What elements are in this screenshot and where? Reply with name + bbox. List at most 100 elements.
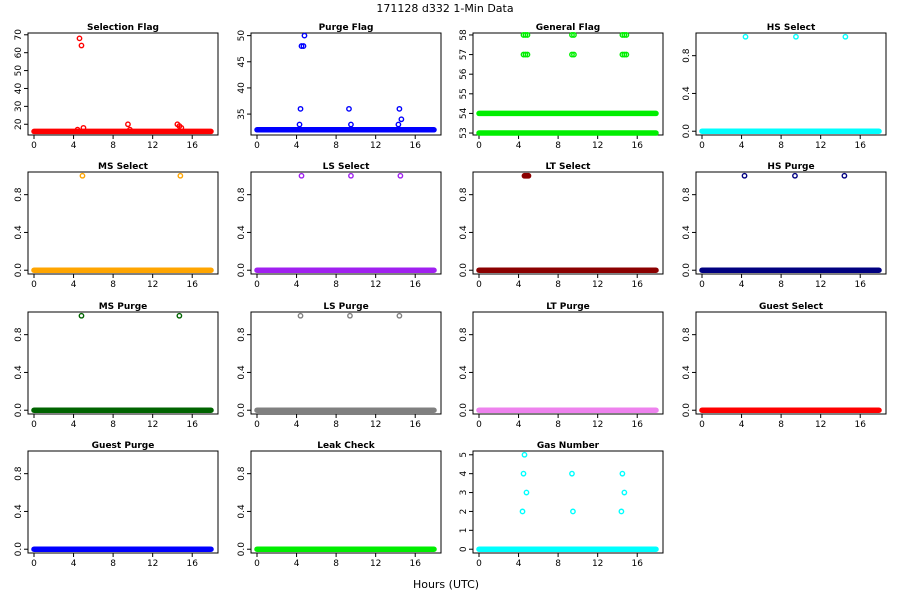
panel-title: Leak Check (317, 441, 375, 451)
panel-title: HS Select (767, 23, 816, 33)
panel-title: MS Purge (99, 302, 148, 312)
panel-title: Purge Flag (319, 23, 374, 33)
data-point (300, 43, 307, 49)
data-point (621, 51, 628, 58)
data-point (621, 489, 628, 496)
y-tick-label: 0.0 (237, 403, 247, 418)
y-tick-label: 0.8 (682, 187, 692, 202)
x-tick-label: 8 (555, 559, 561, 569)
panel-ls-select: LS Select 0 4 8 12 16 0.0 0.4 0.8 (237, 162, 442, 290)
x-tick-label: 4 (71, 559, 77, 569)
x-tick-label: 0 (254, 559, 260, 569)
data-point (296, 121, 303, 128)
data-point (74, 126, 81, 133)
data-point (398, 116, 405, 123)
y-tick-label: 0.0 (14, 542, 24, 557)
data-point (297, 105, 304, 112)
x-tick-label: 16 (409, 420, 421, 430)
x-tick-label: 16 (631, 420, 643, 430)
plot-frame (472, 171, 664, 275)
x-tick-label: 8 (778, 141, 784, 151)
x-tick-label: 0 (31, 280, 37, 290)
y-tick-label: 0.4 (459, 225, 469, 240)
y-tick-label: 0.0 (682, 263, 692, 278)
x-tick-label: 0 (31, 559, 37, 569)
y-tick-label: 20 (14, 118, 24, 130)
x-tick-label: 0 (699, 141, 705, 151)
y-tick-label: 3 (459, 490, 469, 496)
data-point (520, 470, 527, 477)
x-tick-label: 16 (854, 280, 866, 290)
y-tick-label: 58 (459, 29, 469, 41)
y-tick-label: 0.0 (459, 263, 469, 278)
y-tick-label: 0.4 (14, 504, 24, 519)
x-tick-label: 0 (254, 141, 260, 151)
x-tick-label: 12 (815, 420, 826, 430)
y-tick-label: 0.8 (14, 187, 24, 202)
plot-frame (250, 32, 442, 136)
x-tick-label: 16 (631, 141, 643, 151)
panel-hs-select: HS Select 0 4 8 12 16 0.0 0.4 0.8 (682, 23, 887, 151)
plot-frame (27, 311, 219, 415)
y-tick-label: 40 (237, 82, 247, 94)
x-tick-label: 12 (147, 420, 158, 430)
data-point (176, 312, 183, 319)
data-point (395, 121, 402, 128)
data-point (792, 172, 798, 179)
x-tick-label: 12 (370, 141, 381, 151)
y-tick-label: 30 (14, 100, 24, 112)
y-tick-label: 0.0 (682, 403, 692, 418)
panel-title: HS Purge (767, 162, 814, 172)
x-tick-label: 8 (778, 420, 784, 430)
x-tick-label: 0 (476, 559, 482, 569)
data-point (524, 32, 531, 38)
x-tick-label: 0 (31, 141, 37, 151)
data-point (127, 126, 133, 133)
panel-title: Gas Number (537, 441, 600, 451)
x-tick-label: 8 (333, 280, 339, 290)
y-tick-label: 0.8 (14, 466, 24, 481)
y-tick-label: 0.8 (459, 187, 469, 202)
y-tick-label: 53 (459, 127, 469, 138)
data-point (571, 32, 577, 38)
data-point (79, 172, 86, 179)
x-tick-label: 16 (854, 141, 866, 151)
x-tick-label: 12 (370, 280, 381, 290)
x-tick-label: 0 (476, 420, 482, 430)
panel-hs-purge: HS Purge 0 4 8 12 16 0.0 0.4 0.8 (682, 162, 887, 290)
panel-title: Selection Flag (87, 23, 159, 33)
x-tick-label: 12 (592, 141, 603, 151)
data-point (396, 105, 403, 112)
x-tick-label: 4 (294, 280, 300, 290)
panel-lt-purge: LT Purge 0 4 8 12 16 0.0 0.4 0.8 (459, 302, 664, 430)
x-tick-label: 16 (409, 559, 421, 569)
x-tick-label: 4 (71, 420, 77, 430)
x-tick-label: 4 (294, 420, 300, 430)
x-tick-label: 8 (333, 141, 339, 151)
panel-selection-flag: Selection Flag 0 4 8 12 16 20 30 40 50 60 70 (14, 23, 219, 151)
data-point (523, 489, 530, 496)
plot-frame (27, 171, 219, 275)
y-tick-label: 0.8 (682, 48, 692, 63)
panel-general-flag: General Flag 0 4 8 12 16 53 54 55 56 57 58 (459, 23, 664, 151)
y-tick-label: 0.4 (682, 86, 692, 101)
panel-ms-purge: MS Purge 0 4 8 12 16 0.0 0.4 0.8 (14, 302, 219, 430)
plot-frame (250, 311, 442, 415)
x-tick-label: 4 (71, 280, 77, 290)
x-tick-label: 8 (555, 420, 561, 430)
panel-guest-select: Guest Select 0 4 8 12 16 0.0 0.4 0.8 (682, 302, 887, 430)
x-tick-label: 0 (476, 280, 482, 290)
y-tick-label: 0.8 (237, 187, 247, 202)
x-tick-label: 16 (854, 420, 866, 430)
y-tick-label: 35 (237, 108, 247, 119)
x-tick-label: 8 (110, 420, 116, 430)
y-tick-label: 70 (14, 29, 24, 41)
plot-frame (695, 32, 887, 136)
data-point (348, 172, 354, 179)
y-tick-label: 1 (459, 527, 469, 533)
data-point (80, 124, 87, 131)
data-point (521, 451, 528, 458)
x-tick-label: 16 (186, 559, 198, 569)
panel-ms-select: MS Select 0 4 8 12 16 0.0 0.4 0.8 (14, 162, 219, 290)
